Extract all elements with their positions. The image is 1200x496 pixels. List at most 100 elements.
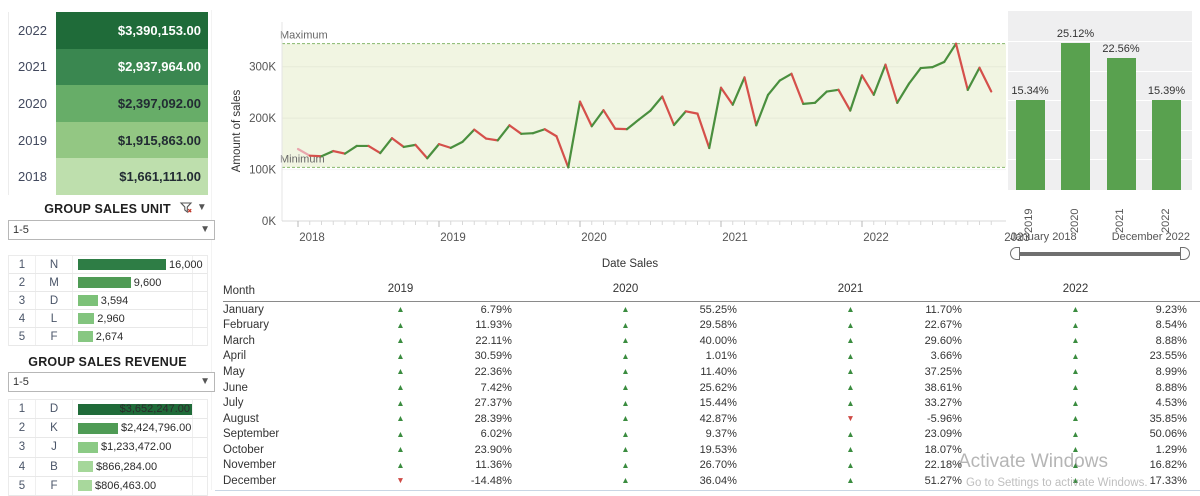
sales-line-segment[interactable] — [731, 76, 746, 106]
list-item[interactable]: 1 N 16,000 — [9, 256, 207, 274]
sales-line-segment[interactable] — [696, 112, 711, 150]
value-bar[interactable] — [78, 331, 93, 342]
yearly-sales-row[interactable]: 2020 $2,397,092.00 — [9, 85, 208, 122]
sales-line-segment[interactable] — [943, 42, 958, 64]
sales-line-segment[interactable] — [473, 128, 488, 140]
sales-line-segment[interactable] — [672, 110, 687, 127]
slider-right-handle[interactable] — [1180, 247, 1190, 260]
sales-line-segment[interactable] — [437, 143, 452, 149]
list-item[interactable]: 3 J $1,233,472.00 — [9, 438, 207, 458]
sales-line-chart[interactable]: Maximum Minimum 0K 100K 200K 300K 2018 2019 2020… — [212, 8, 1030, 254]
sales-line-segment[interactable] — [461, 128, 476, 143]
sales-line-segment[interactable] — [531, 128, 546, 135]
growth-bar[interactable] — [1015, 100, 1045, 190]
sales-line-segment[interactable] — [919, 66, 934, 70]
value-bar[interactable] — [78, 441, 98, 453]
sales-line-segment[interactable] — [825, 88, 840, 93]
group-sales-revenue-dropdown[interactable]: 1-5 ▼ — [8, 372, 215, 392]
sales-line-segment[interactable] — [402, 143, 417, 149]
sales-line-segment[interactable] — [790, 72, 805, 105]
sales-line-segment[interactable] — [367, 144, 382, 155]
list-item[interactable]: 4 L 2,960 — [9, 310, 207, 328]
sales-line-segment[interactable] — [602, 109, 617, 130]
sales-line-segment[interactable] — [508, 124, 523, 135]
sales-line-segment[interactable] — [637, 109, 652, 121]
sales-line-segment[interactable] — [296, 147, 311, 157]
sales-line-segment[interactable] — [907, 66, 922, 85]
sales-line-segment[interactable] — [755, 93, 770, 127]
sales-line-segment[interactable] — [578, 100, 593, 128]
sales-line-segment[interactable] — [484, 137, 499, 142]
sales-line-segment[interactable] — [332, 149, 347, 155]
sales-line-segment[interactable] — [778, 72, 793, 82]
list-item[interactable]: 2 M 9,600 — [9, 274, 207, 292]
yearly-sales-row[interactable]: 2021 $2,937,964.00 — [9, 48, 208, 86]
year-value-bar[interactable]: $2,397,092.00 — [56, 85, 208, 122]
yearly-sales-row[interactable]: 2019 $1,915,863.00 — [9, 121, 208, 159]
sales-line-segment[interactable] — [426, 143, 441, 160]
sales-line-segment[interactable] — [449, 140, 464, 149]
sales-line-segment[interactable] — [414, 143, 429, 160]
sales-line-segment[interactable] — [872, 63, 887, 96]
year-value-bar[interactable]: $3,390,153.00 — [56, 12, 208, 49]
growth-bar[interactable] — [1106, 57, 1136, 190]
sales-line-segment[interactable] — [849, 74, 864, 112]
value-bar[interactable] — [78, 259, 166, 270]
sales-line-segment[interactable] — [860, 74, 875, 96]
slider-left-handle[interactable] — [1010, 247, 1020, 260]
sales-line-segment[interactable] — [590, 109, 605, 128]
value-bar[interactable] — [78, 295, 98, 306]
year-value-bar[interactable]: $2,937,964.00 — [56, 48, 208, 86]
value-bar[interactable] — [78, 461, 93, 473]
sales-line-segment[interactable] — [837, 88, 852, 112]
sales-line-segment[interactable] — [496, 124, 511, 142]
list-item[interactable]: 5 F 2,674 — [9, 328, 207, 346]
value-bar[interactable] — [78, 480, 92, 492]
list-item[interactable]: 1 D $3,652,247.00 — [9, 400, 207, 420]
filter-menu-caret-icon[interactable]: ▼ — [196, 202, 207, 213]
year-value-bar[interactable]: $1,661,111.00 — [56, 158, 208, 195]
sales-line-segment[interactable] — [743, 76, 758, 127]
sales-line-segment[interactable] — [766, 79, 781, 97]
sales-line-segment[interactable] — [931, 60, 946, 69]
sales-line-segment[interactable] — [978, 66, 993, 93]
sales-line-segment[interactable] — [308, 154, 323, 158]
sales-line-segment[interactable] — [649, 95, 664, 112]
sales-line-segment[interactable] — [390, 137, 405, 149]
yearly-sales-row[interactable]: 2022 $3,390,153.00 — [9, 12, 208, 49]
filter-funnel-icon[interactable] — [179, 202, 193, 217]
date-range-slider-track[interactable] — [1017, 252, 1183, 256]
sales-line-segment[interactable] — [543, 128, 558, 138]
sales-line-segment[interactable] — [708, 86, 723, 150]
growth-bar[interactable] — [1152, 99, 1181, 190]
value-bar[interactable] — [78, 277, 131, 288]
sales-line-segment[interactable] — [379, 137, 394, 155]
sales-line-segment[interactable] — [343, 144, 358, 155]
sales-line-segment[interactable] — [802, 101, 817, 105]
sales-line-segment[interactable] — [625, 118, 640, 131]
growth-bar[interactable] — [1061, 43, 1090, 190]
year-value-bar[interactable]: $1,915,863.00 — [56, 121, 208, 159]
sales-line-segment[interactable] — [661, 95, 676, 127]
list-item[interactable]: 5 F $806,463.00 — [9, 476, 207, 496]
sales-line-segment[interactable] — [896, 82, 911, 104]
sales-line-segment[interactable] — [719, 86, 734, 106]
sales-line-segment[interactable] — [520, 132, 535, 135]
sales-line-segment[interactable] — [567, 100, 582, 169]
sales-line-segment[interactable] — [555, 135, 570, 169]
sales-line-segment[interactable] — [966, 66, 981, 92]
yearly-sales-row[interactable]: 2018 $1,661,111.00 — [9, 158, 208, 195]
value-bar[interactable] — [78, 313, 95, 324]
list-item[interactable]: 2 K $2,424,796.00 — [9, 419, 207, 439]
sales-line-segment[interactable] — [684, 110, 699, 115]
value-bar[interactable] — [78, 403, 192, 415]
sales-line-segment[interactable] — [813, 90, 828, 104]
sales-line-segment[interactable] — [954, 42, 969, 92]
sales-line-segment[interactable] — [320, 149, 335, 158]
list-item[interactable]: 4 B $866,284.00 — [9, 457, 207, 477]
sales-line-segment[interactable] — [884, 63, 899, 104]
value-bar[interactable] — [78, 422, 118, 434]
group-sales-unit-dropdown[interactable]: 1-5 ▼ — [8, 220, 215, 240]
list-item[interactable]: 3 D 3,594 — [9, 292, 207, 310]
